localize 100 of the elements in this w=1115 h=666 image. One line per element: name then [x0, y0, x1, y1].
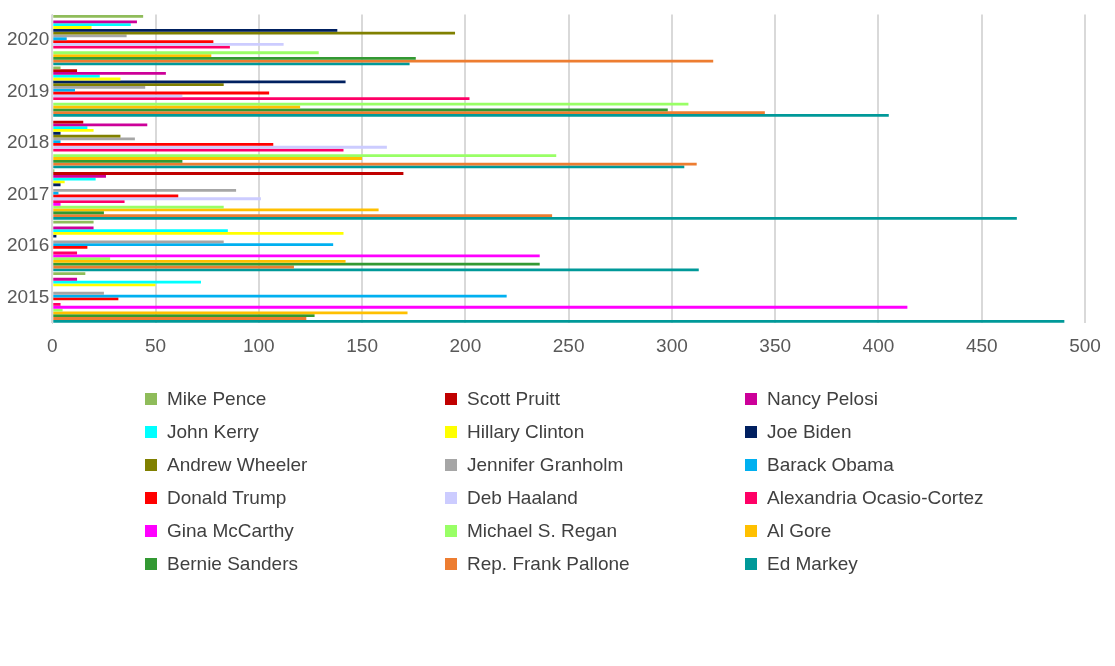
bar: [53, 145, 387, 149]
x-tick-label: 100: [242, 334, 275, 356]
bar: [53, 80, 346, 84]
bar: [53, 314, 315, 318]
y-tick-label: 2019: [6, 79, 50, 101]
bar: [53, 86, 146, 89]
x-tick-label: 400: [862, 334, 895, 356]
bar: [53, 123, 148, 127]
bar: [53, 102, 689, 106]
bar: [53, 131, 61, 135]
bar: [53, 88, 75, 92]
y-tick-label: 2015: [6, 285, 50, 307]
bar: [53, 42, 284, 46]
bar: [53, 240, 224, 244]
legend-label: Joe Biden: [767, 421, 852, 443]
bar: [53, 188, 237, 192]
legend-label: Alexandria Ocasio-Cortez: [767, 487, 984, 509]
bar: [53, 305, 908, 309]
bar: [53, 211, 104, 215]
bar: [53, 202, 61, 206]
bar: [53, 66, 61, 70]
bar: [53, 69, 78, 72]
bar: [53, 297, 119, 301]
x-tick-label: 350: [759, 334, 792, 356]
y-tick-label: 2016: [6, 234, 50, 256]
x-tick-label: 450: [965, 334, 998, 356]
bar: [53, 229, 228, 232]
bar: [53, 174, 106, 178]
bar: [53, 177, 96, 181]
bar: [53, 234, 57, 238]
x-tick-label: 50: [144, 334, 167, 356]
legend-label: Donald Trump: [167, 487, 287, 509]
bar: [53, 257, 111, 261]
x-tick-label: 200: [449, 334, 482, 356]
bar: [53, 197, 261, 201]
bar: [53, 31, 456, 35]
bar: [53, 23, 131, 27]
x-tick-label: 300: [656, 334, 688, 356]
legend-label: Bernie Sanders: [167, 553, 298, 575]
bar: [53, 303, 61, 306]
y-tick-label: 2017: [6, 182, 50, 204]
bar: [53, 220, 94, 224]
bar: [53, 272, 86, 276]
legend-label: Rep. Frank Pallone: [467, 553, 630, 575]
bar: [53, 71, 166, 75]
bar: [53, 200, 125, 203]
bar: [53, 108, 668, 112]
bar: [53, 37, 67, 41]
bar: [53, 140, 61, 144]
bar: [53, 205, 224, 209]
bar: [53, 183, 61, 187]
bar: [53, 246, 88, 249]
legend-label: Scott Pruitt: [467, 388, 560, 410]
y-tick-label: 2018: [6, 131, 50, 153]
x-tick-label: 250: [552, 334, 585, 356]
bar: [53, 317, 307, 320]
legend-label: John Kerry: [167, 421, 259, 443]
legend-label: Deb Haaland: [467, 487, 578, 509]
bar: [53, 262, 540, 266]
x-tick-label: 500: [1069, 334, 1101, 356]
bar: [53, 254, 540, 258]
legend-label: Jennifer Granholm: [467, 454, 624, 476]
legend-label: Barack Obama: [767, 454, 894, 476]
legend-label: Gina McCarthy: [167, 520, 294, 542]
bar: [53, 165, 685, 169]
bar: [53, 111, 765, 115]
bar: [53, 191, 59, 195]
bar: [53, 243, 334, 246]
bar: [53, 216, 1017, 220]
bar: [53, 56, 416, 60]
x-tick-label: 0: [46, 334, 58, 356]
bar: [53, 74, 100, 78]
bar: [53, 59, 714, 63]
bar: [53, 83, 224, 86]
bar: [53, 226, 94, 230]
bar: [53, 28, 338, 32]
legend-label: Ed Markey: [767, 553, 858, 575]
legend-label: Hillary Clinton: [467, 421, 585, 443]
legend-label: Nancy Pelosi: [767, 388, 878, 410]
bar: [53, 143, 274, 146]
bar: [53, 277, 78, 281]
x-tick-label: 150: [346, 334, 378, 356]
bar: [53, 260, 346, 263]
bar: [53, 283, 156, 287]
bar: [53, 231, 344, 235]
bar: [53, 137, 135, 141]
bar: [53, 311, 408, 315]
bar: [53, 268, 699, 272]
bar: [53, 45, 230, 49]
bar: [53, 97, 470, 101]
bar: [53, 319, 1065, 323]
legend-label: Al Gore: [767, 520, 832, 542]
legend-label: Andrew Wheeler: [167, 454, 308, 476]
bar: [53, 94, 183, 98]
bar: [53, 14, 144, 18]
bar: [53, 172, 404, 175]
bar: [53, 291, 104, 295]
bar: [53, 126, 88, 130]
bar: [53, 114, 889, 117]
legend-label: Michael S. Regan: [467, 520, 617, 542]
